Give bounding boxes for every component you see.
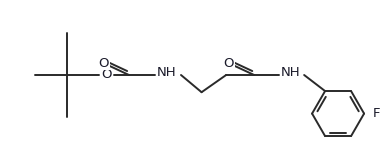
Text: O: O — [223, 57, 234, 70]
Text: O: O — [98, 57, 109, 70]
Text: F: F — [373, 107, 381, 120]
Text: NH: NH — [157, 66, 177, 80]
Text: O: O — [102, 69, 112, 81]
Text: NH: NH — [280, 66, 300, 80]
